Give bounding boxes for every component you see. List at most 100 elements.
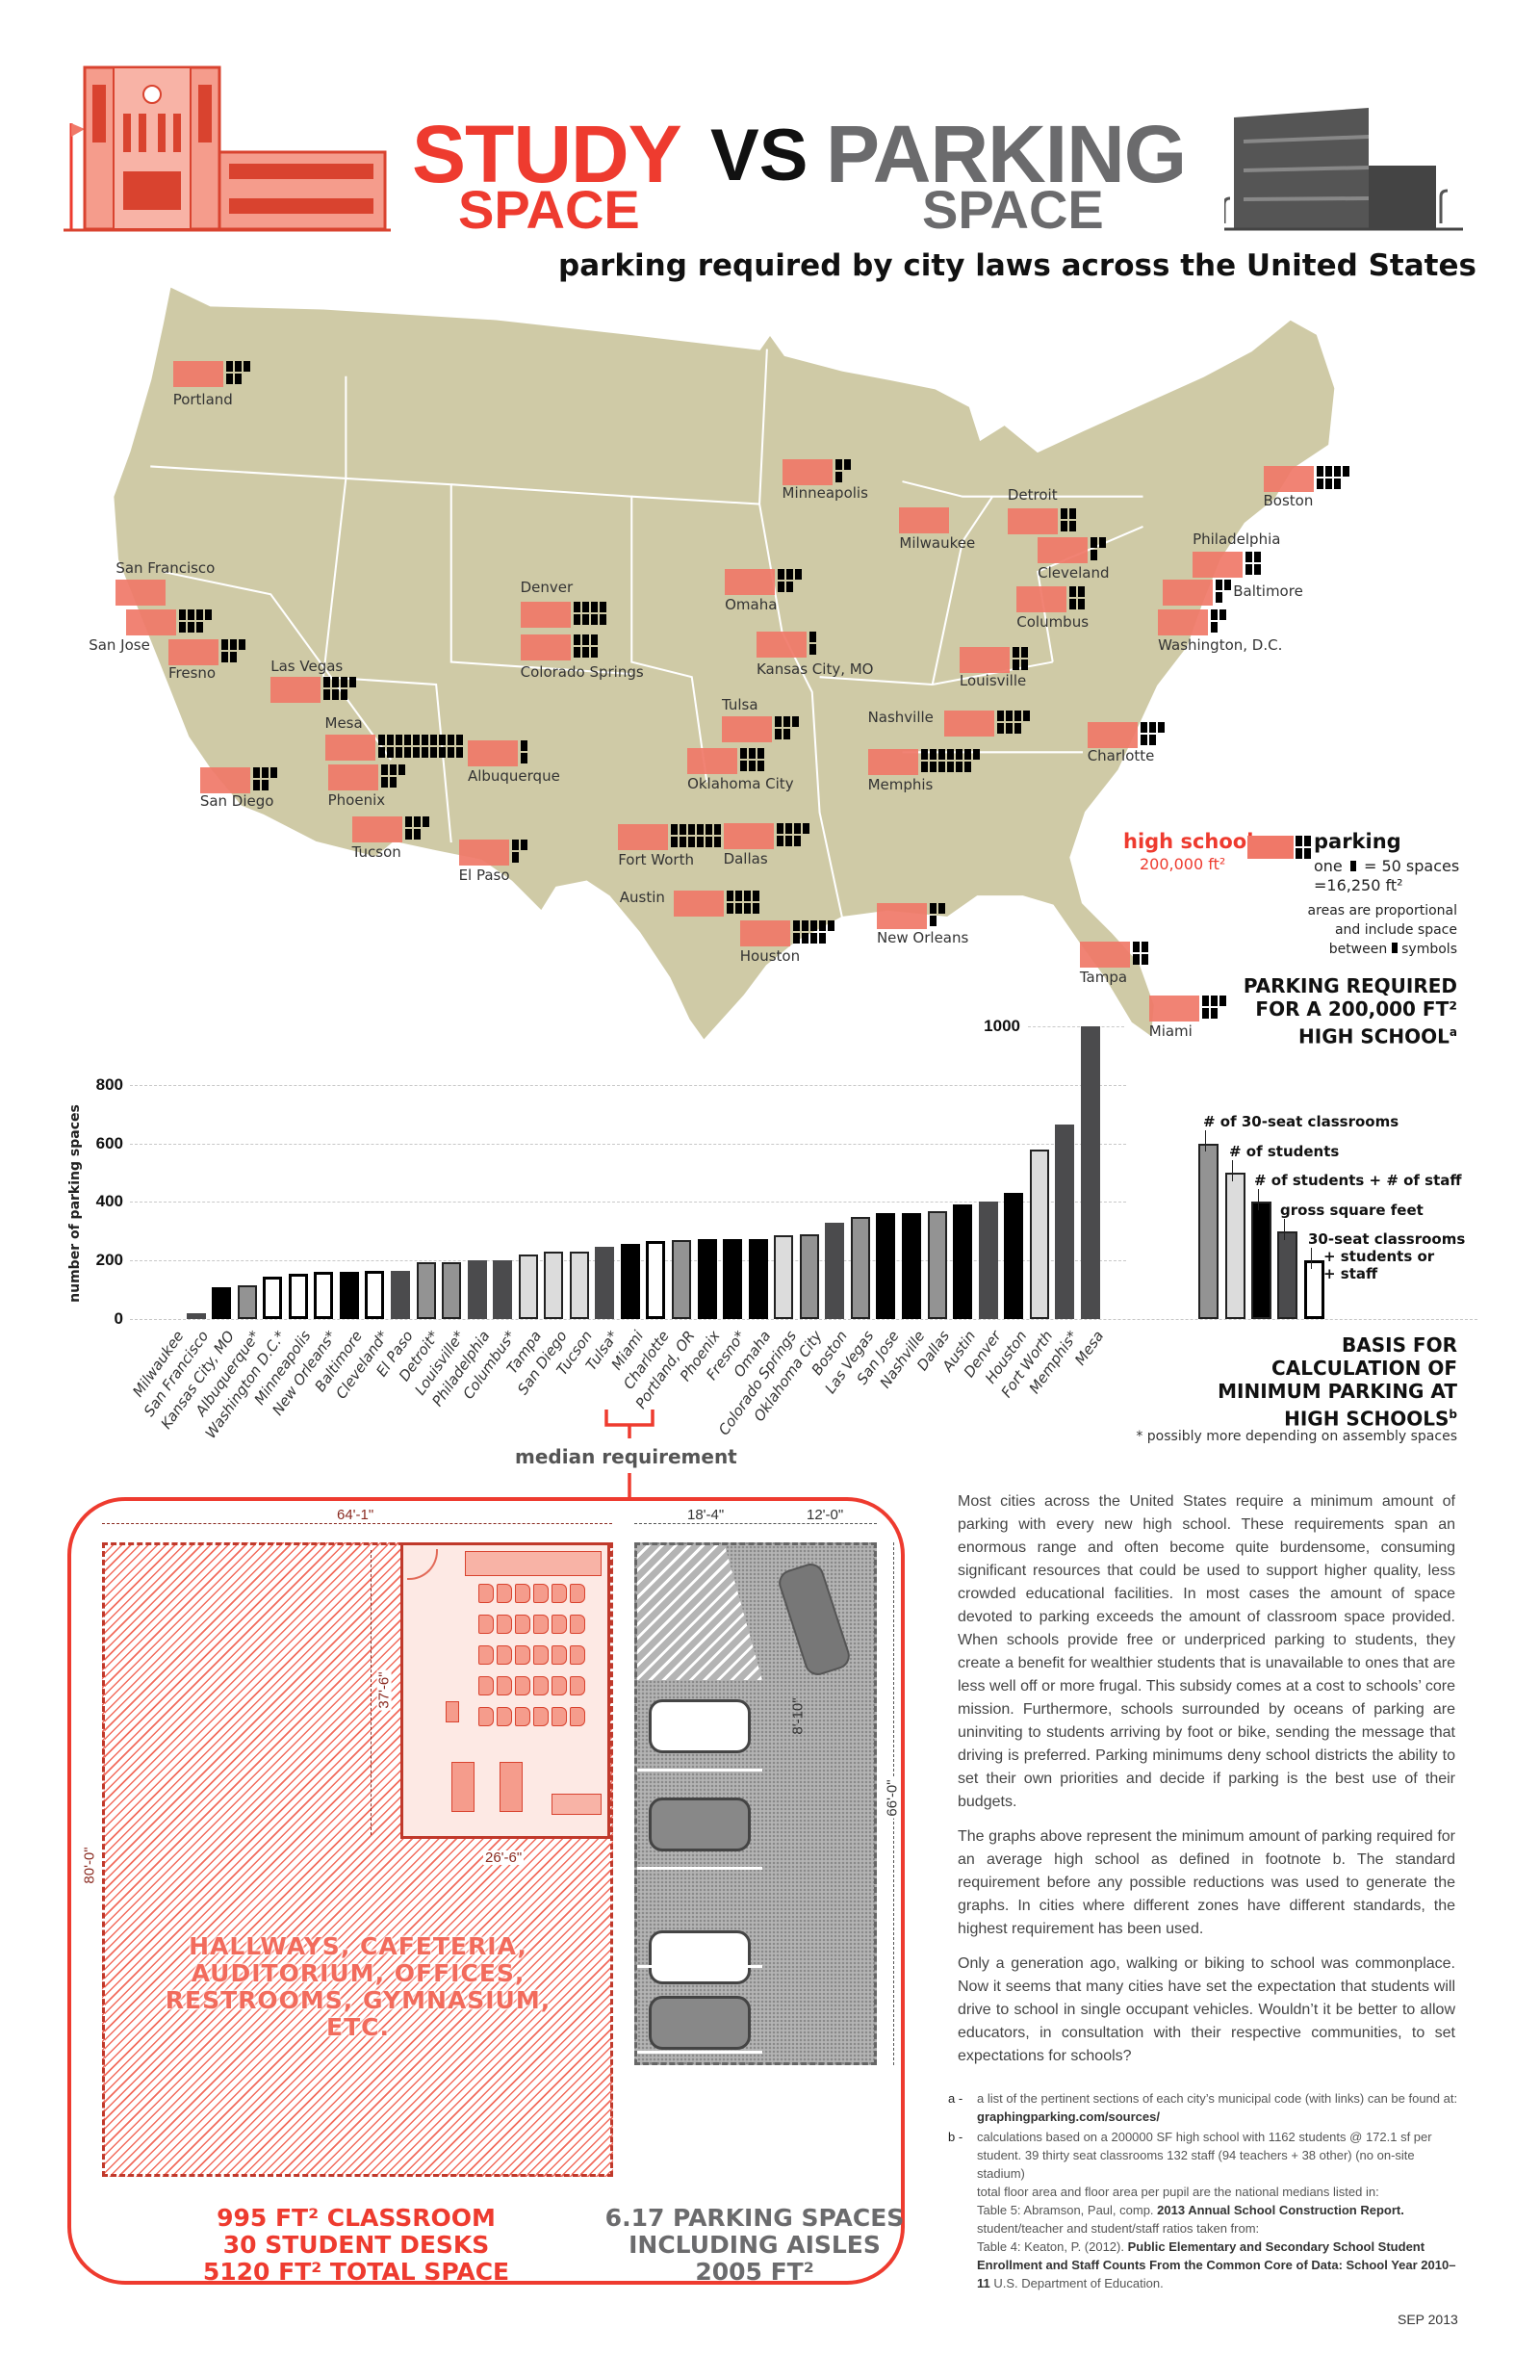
legend-parking-swatch [1296,836,1311,859]
parking-block [697,824,705,836]
school-area-rect [116,579,167,606]
basis-label-line: + staff [1323,1265,1378,1282]
stall-line [637,1769,762,1772]
dim-classroom-width: 26'-6" [483,1850,525,1866]
gridline [130,1202,1126,1203]
parking-block [963,749,971,761]
parking-blocks [573,634,598,659]
parking-blocks [380,763,405,788]
parking-block [377,746,385,758]
parking-block [1324,479,1332,490]
school-area-rect [1193,552,1244,579]
parking-block [1141,954,1148,966]
school-area-rect [739,920,790,947]
bar-dallas [927,1211,947,1319]
parking-blocks [727,891,759,914]
legend-note-line: areas are proportional [1307,903,1457,918]
bar-minneapolis [288,1273,308,1319]
y-tick-label: 400 [95,1192,123,1211]
city-marker [126,608,213,635]
basis-label: # of 30-seat classrooms [1203,1113,1399,1130]
chart-heading-line: PARKING REQUIRED [1243,974,1457,997]
parking-block [573,634,580,646]
sources-link[interactable]: graphingparking.com/sources/ [977,2109,1160,2124]
city-label: Miami [1148,1022,1193,1041]
school-area-rect [782,458,833,485]
desk-icon [478,1615,494,1634]
basis-bar-combo [1304,1260,1324,1319]
parking-block [671,837,679,848]
basis-label-line: gross square feet [1280,1202,1424,1219]
parking-block [827,920,834,932]
bar-new-orleans- [314,1272,334,1319]
parking-block [234,374,242,384]
school-area-rect [126,608,177,635]
parking-blocks [1201,996,1226,1020]
parking-block [671,824,679,836]
parking-block [735,891,742,901]
legend-parking-label: parking [1314,830,1401,853]
basis-title-line: HIGH SCHOOLSb [1284,1407,1457,1431]
parking-block [239,639,245,651]
city-marker [723,822,809,849]
legend-unit-pre: one [1314,857,1343,875]
parking-block [412,746,420,758]
bar-boston [825,1222,845,1319]
bar-mesa [1080,1026,1100,1319]
city-marker [520,634,598,661]
school-caption-line: 30 STUDENT DESKS [222,2231,490,2259]
parking-block [680,824,687,836]
parking-blocks [323,677,357,701]
parking-block [573,602,580,612]
parking-block [332,689,340,701]
basis-label: gross square feet [1280,1202,1424,1219]
parking-garage-icon [1224,108,1463,231]
city-marker [458,839,527,866]
parking-block [1211,621,1219,633]
parking-block [404,829,412,841]
parking-block [1342,466,1349,478]
desk-icon [552,1676,567,1695]
parking-blocks [225,361,250,384]
parking-block [1210,996,1218,1007]
parking-block [380,763,388,775]
parking-block [1254,552,1262,563]
school-area-rect [520,602,571,628]
parking-block [929,749,937,761]
parking-block [778,568,785,580]
school-area-rect [324,734,375,761]
bar-fort-worth [1029,1150,1049,1319]
parking-blocks [511,839,527,863]
parking-block [1099,536,1107,548]
desk-icon [515,1676,530,1695]
footnote-text: calculations based on a 200000 SF high s… [977,2130,1432,2181]
parking-block [205,608,213,620]
bar-louisville- [442,1262,462,1319]
parking-block [1148,722,1156,733]
parking-block [1068,508,1076,520]
city-marker [520,602,606,628]
basis-label-line: # of 30-seat classrooms [1203,1113,1399,1130]
parking-block [179,608,187,620]
parking-block [714,837,722,848]
parking-blocks [792,920,834,944]
bar-miami [620,1243,640,1319]
desk-icon [570,1615,585,1634]
city-marker [725,568,803,595]
parking-blocks [776,822,809,846]
parking-block [1210,1008,1218,1020]
city-label: Tucson [351,843,401,862]
footnote-key: a - [948,2091,963,2106]
car-icon [649,1930,751,1984]
parking-block [1324,466,1332,478]
classroom [400,1542,610,1839]
school-caption: 995 FT² CLASSROOM 30 STUDENT DESKS 5120 … [144,2205,568,2286]
desk-icon [478,1645,494,1665]
parking-blocks [1211,608,1227,633]
parking-block [1014,722,1022,734]
city-marker [351,816,429,843]
teacher-desk [446,1701,459,1722]
desk-icon [497,1707,512,1726]
desk-icon [497,1676,512,1695]
us-map-land [112,284,1337,1044]
